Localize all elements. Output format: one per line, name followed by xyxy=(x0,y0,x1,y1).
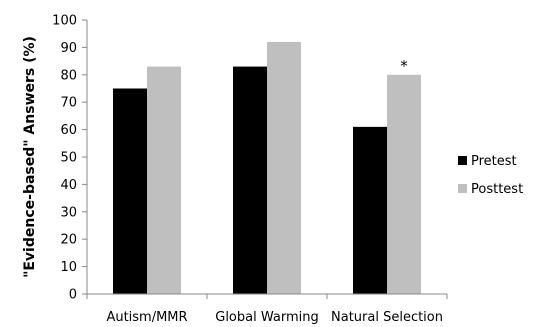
x-tick-label: Autism/MMR xyxy=(106,310,187,325)
y-tick-label: 70 xyxy=(60,96,77,111)
bar-posttest-3 xyxy=(387,74,421,294)
y-tick-label: 10 xyxy=(60,260,77,275)
bar-posttest-2 xyxy=(267,41,301,294)
bar-pretest-3 xyxy=(353,126,387,294)
annotations-group: * xyxy=(400,57,408,75)
legend-label-pretest: Pretest xyxy=(471,154,517,169)
y-axis-ticks: 0 10 20 30 40 50 60 70 80 90 100 xyxy=(52,14,448,303)
y-tick-label: 30 xyxy=(60,205,77,220)
bars-group xyxy=(113,41,421,294)
bar-posttest-1 xyxy=(147,66,181,294)
y-tick-label: 50 xyxy=(60,151,77,166)
bar-pretest-2 xyxy=(233,66,267,294)
legend-swatch-posttest xyxy=(458,184,467,193)
significance-annotation: * xyxy=(400,57,408,75)
y-tick-label: 20 xyxy=(60,233,77,248)
y-tick-label: 100 xyxy=(52,14,77,29)
legend-swatch-pretest xyxy=(458,156,467,165)
bar-pretest-1 xyxy=(113,88,147,294)
y-tick-label: 90 xyxy=(60,41,77,56)
x-tick-label: Natural Selection xyxy=(331,310,443,325)
legend-label-posttest: Posttest xyxy=(471,182,523,197)
y-axis-label: "Evidence-based" Answers (%) xyxy=(22,36,38,278)
y-tick-label: 60 xyxy=(60,123,77,138)
y-tick-label: 0 xyxy=(69,288,77,303)
y-tick-label: 80 xyxy=(60,68,77,83)
x-axis-labels: Autism/MMR Global Warming Natural Selectio… xyxy=(106,310,443,325)
y-tick-label: 40 xyxy=(60,178,77,193)
x-tick-label: Global Warming xyxy=(215,310,318,325)
legend: Pretest Posttest xyxy=(458,154,523,197)
